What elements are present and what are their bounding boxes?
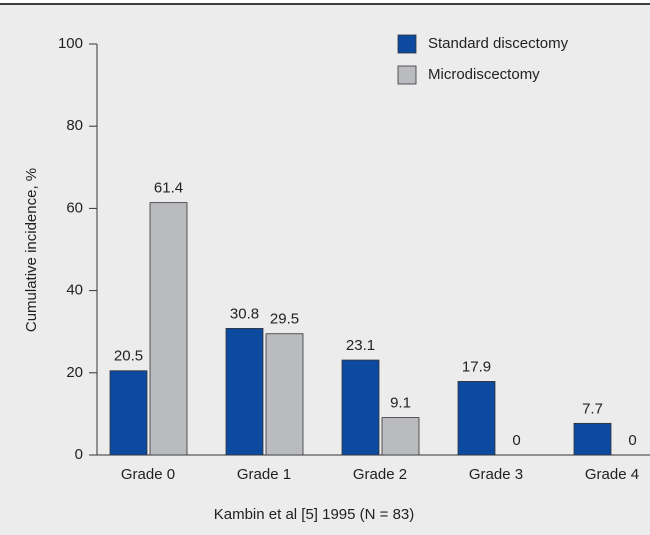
bar: [109, 370, 148, 456]
data-label: 0: [628, 432, 636, 449]
x-tick-label: Grade 3: [469, 466, 523, 483]
y-tick-label: 60: [66, 199, 83, 216]
data-label: 9.1: [390, 395, 411, 412]
legend-label: Standard discectomy: [428, 35, 569, 52]
data-label: 23.1: [346, 337, 375, 354]
x-tick-label: Grade 4: [585, 466, 639, 483]
legend-label: Microdiscectomy: [428, 66, 540, 83]
bar: [573, 422, 612, 456]
bar: [341, 359, 380, 456]
data-label: 61.4: [154, 180, 183, 197]
bar: [457, 381, 496, 456]
data-label: 30.8: [230, 305, 259, 322]
bar: [225, 328, 264, 456]
data-label: 20.5: [114, 348, 143, 365]
y-tick-label: 100: [58, 35, 83, 52]
y-tick-label: 0: [75, 446, 83, 463]
data-label: 7.7: [582, 400, 603, 417]
bar: [265, 333, 304, 456]
legend-swatch: [397, 34, 417, 54]
data-label: 0: [512, 432, 520, 449]
y-tick-label: 20: [66, 364, 83, 381]
x-tick-label: Grade 0: [121, 466, 175, 483]
bar: [381, 417, 420, 456]
y-axis-label: Cumulative incidence, %: [23, 168, 40, 332]
x-tick-label: Grade 1: [237, 466, 291, 483]
bar: [149, 202, 188, 456]
x-axis-label: Kambin et al [5] 1995 (N = 83): [214, 506, 415, 523]
legend-swatch: [397, 65, 417, 85]
x-tick-label: Grade 2: [353, 466, 407, 483]
data-label: 17.9: [462, 358, 491, 375]
y-tick-label: 80: [66, 117, 83, 134]
chart-background: [0, 4, 650, 535]
data-label: 29.5: [270, 311, 299, 328]
y-tick-label: 40: [66, 282, 83, 299]
